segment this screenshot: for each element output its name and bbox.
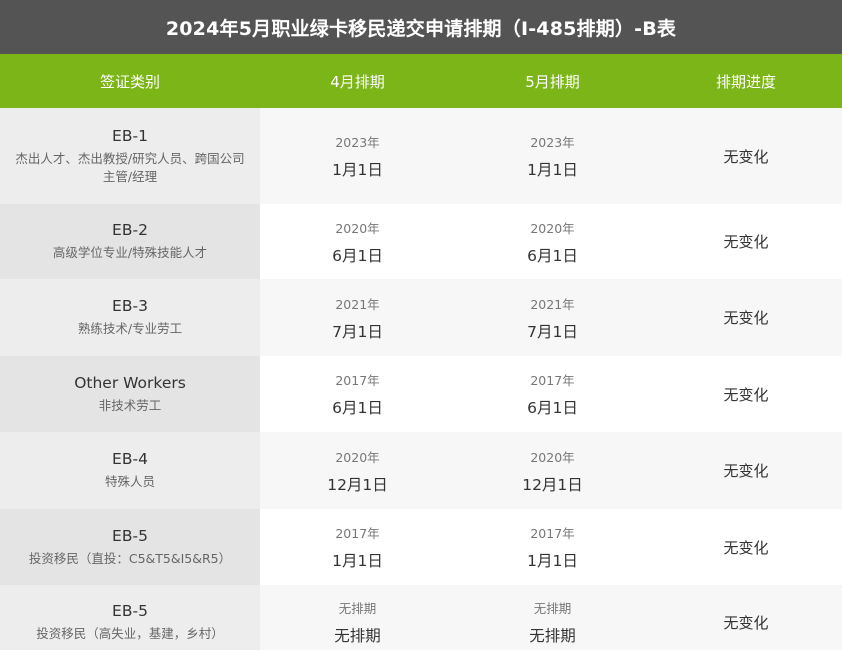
category-cell: EB-5 投资移民（直投：C5&T5&I5&R5） bbox=[0, 509, 260, 585]
april-year: 2023年 bbox=[335, 135, 380, 150]
progress-cell: 无变化 bbox=[723, 538, 769, 557]
category-code: EB-4 bbox=[112, 450, 148, 468]
category-code: EB-3 bbox=[112, 297, 148, 315]
header-may: 5月排期 bbox=[525, 72, 580, 91]
category-desc: 特殊人员 bbox=[104, 474, 155, 489]
april-day: 6月1日 bbox=[332, 399, 383, 417]
category-desc: 杰出人才、杰出教授/研究人员、跨国公司主管/经理 bbox=[15, 150, 245, 184]
april-year: 无排期 bbox=[338, 601, 377, 616]
april-date: 2023年 1月1日 bbox=[260, 108, 455, 204]
april-day: 无排期 bbox=[334, 627, 381, 645]
category-cell: EB-5 投资移民（高失业，基建，乡村） bbox=[0, 585, 260, 650]
progress-cell: 无变化 bbox=[723, 613, 769, 632]
progress-cell: 无变化 bbox=[723, 385, 769, 404]
category-code: EB-5 bbox=[112, 601, 148, 620]
progress-cell: 无变化 bbox=[723, 462, 769, 480]
table-header: 签证类别 4月排期 5月排期 排期进度 bbox=[0, 54, 842, 108]
may-date: 2017年 1月1日 bbox=[455, 509, 650, 585]
april-day: 7月1日 bbox=[332, 322, 383, 341]
may-day: 6月1日 bbox=[527, 246, 578, 265]
april-year: 2020年 bbox=[335, 449, 380, 465]
may-day: 1月1日 bbox=[527, 161, 578, 179]
april-day: 1月1日 bbox=[332, 552, 383, 570]
may-date: 2017年 6月1日 bbox=[455, 356, 650, 432]
category-desc: 高级学位专业/特殊技能人才 bbox=[52, 245, 208, 260]
may-year: 2020年 bbox=[530, 220, 575, 236]
may-day: 1月1日 bbox=[527, 552, 578, 570]
category-desc: 非技术劳工 bbox=[98, 397, 162, 413]
category-cell: EB-4 特殊人员 bbox=[0, 432, 260, 509]
april-year: 2017年 bbox=[335, 526, 380, 541]
table-row: EB-1 杰出人才、杰出教授/研究人员、跨国公司主管/经理 2023年 1月1日… bbox=[0, 108, 842, 204]
april-year: 2017年 bbox=[335, 373, 380, 388]
april-day: 12月1日 bbox=[327, 475, 388, 494]
may-year: 2017年 bbox=[530, 526, 575, 541]
may-day: 6月1日 bbox=[527, 399, 578, 417]
may-day: 12月1日 bbox=[522, 475, 583, 494]
category-code: EB-5 bbox=[112, 526, 148, 545]
may-year: 2017年 bbox=[530, 373, 575, 388]
may-year: 2020年 bbox=[530, 449, 575, 465]
april-year: 2020年 bbox=[335, 220, 380, 236]
table-row: EB-5 投资移民（直投：C5&T5&I5&R5） 2017年 1月1日 201… bbox=[0, 509, 842, 585]
may-date: 2020年 12月1日 bbox=[455, 432, 650, 509]
april-year: 2021年 bbox=[335, 296, 380, 312]
table-row: Other Workers 非技术劳工 2017年 6月1日 2017年 6月1… bbox=[0, 356, 842, 432]
category-cell: EB-3 熟练技术/专业劳工 bbox=[0, 279, 260, 356]
may-year: 2021年 bbox=[530, 296, 575, 312]
header-april: 4月排期 bbox=[330, 72, 385, 91]
april-date: 无排期 无排期 bbox=[260, 585, 455, 650]
category-desc: 熟练技术/专业劳工 bbox=[77, 321, 183, 336]
category-cell: Other Workers 非技术劳工 bbox=[0, 356, 260, 432]
progress-cell: 无变化 bbox=[723, 233, 769, 251]
may-year: 无排期 bbox=[533, 601, 572, 616]
category-code: Other Workers bbox=[74, 373, 186, 392]
april-date: 2017年 1月1日 bbox=[260, 509, 455, 585]
progress-cell: 无变化 bbox=[723, 147, 769, 166]
april-date: 2020年 12月1日 bbox=[260, 432, 455, 509]
may-date: 无排期 无排期 bbox=[455, 585, 650, 650]
may-day: 7月1日 bbox=[527, 322, 578, 341]
april-date: 2021年 7月1日 bbox=[260, 279, 455, 356]
table-row: EB-5 投资移民（高失业，基建，乡村） 无排期 无排期 无排期 无排期 无变化 bbox=[0, 585, 842, 650]
table-row: EB-4 特殊人员 2020年 12月1日 2020年 12月1日 无变化 bbox=[0, 432, 842, 509]
category-desc: 投资移民（直投：C5&T5&I5&R5） bbox=[28, 550, 232, 566]
table-title: 2024年5月职业绿卡移民递交申请排期（I-485排期）-B表 bbox=[0, 0, 842, 54]
april-date: 2020年 6月1日 bbox=[260, 204, 455, 279]
april-date: 2017年 6月1日 bbox=[260, 356, 455, 432]
april-day: 1月1日 bbox=[332, 161, 383, 179]
header-category: 签证类别 bbox=[99, 72, 160, 91]
progress-cell: 无变化 bbox=[723, 309, 769, 327]
may-date: 2021年 7月1日 bbox=[455, 279, 650, 356]
header-progress: 排期进度 bbox=[715, 72, 776, 91]
category-code: EB-2 bbox=[112, 221, 148, 239]
table-row: EB-3 熟练技术/专业劳工 2021年 7月1日 2021年 7月1日 无变化 bbox=[0, 279, 842, 356]
category-desc: 投资移民（高失业，基建，乡村） bbox=[36, 625, 224, 641]
may-year: 2023年 bbox=[530, 135, 575, 150]
category-cell: EB-1 杰出人才、杰出教授/研究人员、跨国公司主管/经理 bbox=[0, 108, 260, 204]
category-code: EB-1 bbox=[112, 126, 148, 145]
april-day: 6月1日 bbox=[332, 246, 383, 265]
may-date: 2023年 1月1日 bbox=[455, 108, 650, 204]
may-day: 无排期 bbox=[529, 627, 576, 645]
may-date: 2020年 6月1日 bbox=[455, 204, 650, 279]
category-cell: EB-2 高级学位专业/特殊技能人才 bbox=[0, 204, 260, 279]
table-row: EB-2 高级学位专业/特殊技能人才 2020年 6月1日 2020年 6月1日… bbox=[0, 204, 842, 279]
